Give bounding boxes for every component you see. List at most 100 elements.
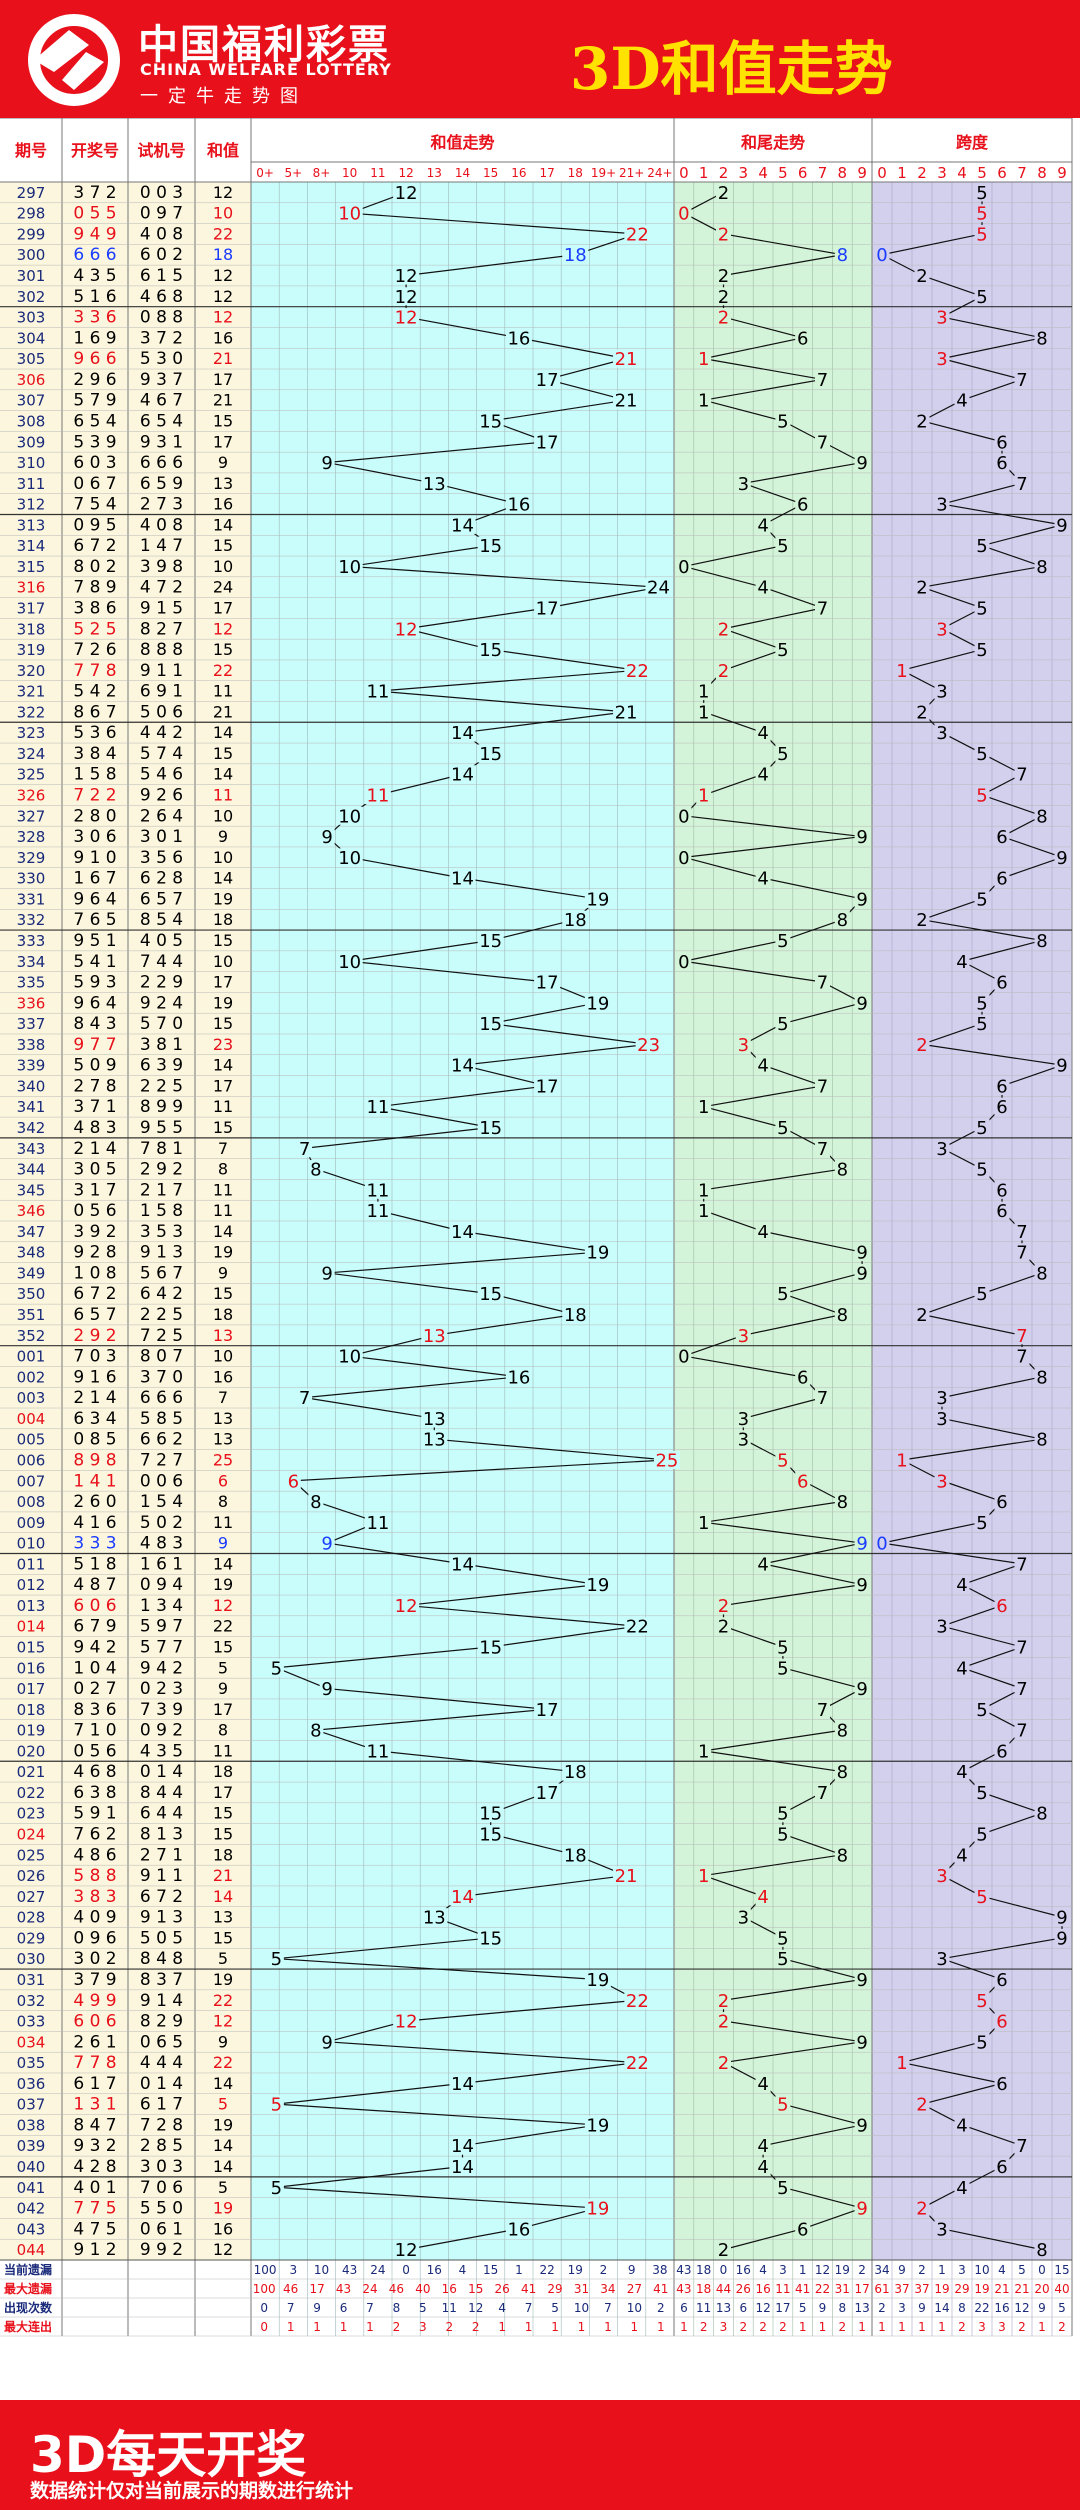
tail-point-bg bbox=[815, 1700, 830, 1719]
tail-point-bg bbox=[696, 1741, 712, 1760]
span-point-bg bbox=[914, 2199, 930, 2218]
trial-cell: 9 1 3 bbox=[140, 1908, 183, 1928]
issue-cell: 023 bbox=[17, 1805, 46, 1823]
draw-cell: 4 8 3 bbox=[73, 1118, 116, 1138]
draw-cell: 2 6 0 bbox=[73, 1492, 116, 1512]
tail-trend-line bbox=[743, 461, 863, 484]
tail-point: 5 bbox=[777, 1014, 788, 1035]
trial-cell: 2 6 4 bbox=[140, 806, 183, 826]
sum-point: 12 bbox=[395, 2240, 418, 2261]
draw-cell: 6 0 3 bbox=[73, 453, 116, 473]
sum-cell: 22 bbox=[213, 1991, 233, 2010]
issue-cell: 012 bbox=[17, 1576, 46, 1594]
trial-cell: 8 8 8 bbox=[140, 640, 183, 660]
span-point-bg bbox=[894, 2053, 910, 2072]
span-trend-line bbox=[921, 919, 1043, 942]
tail-trend-line bbox=[743, 482, 803, 505]
span-point-bg bbox=[1034, 557, 1050, 576]
span-point-bg bbox=[974, 183, 990, 202]
span-point: 6 bbox=[996, 2012, 1007, 2033]
span-point-bg bbox=[1034, 931, 1050, 950]
sum-cell: 15 bbox=[213, 1284, 233, 1303]
tail-point: 5 bbox=[777, 2178, 788, 2199]
sum-point: 10 bbox=[338, 806, 361, 827]
tail-trend-line bbox=[703, 1521, 863, 1544]
sum-bin-label: 14 bbox=[455, 166, 470, 180]
span-point-bg bbox=[1034, 1367, 1050, 1386]
issue-cell: 320 bbox=[17, 662, 46, 680]
sum-trend-line bbox=[327, 461, 435, 484]
sum-point: 14 bbox=[451, 869, 474, 890]
sum-point: 5 bbox=[271, 1949, 282, 1970]
span-point-bg bbox=[934, 1617, 950, 1636]
sum-point: 19 bbox=[586, 1575, 609, 1596]
sum-point-bg bbox=[449, 723, 476, 742]
span-point: 3 bbox=[936, 349, 947, 370]
tail-point-bg bbox=[735, 1326, 751, 1345]
tail-trend-line bbox=[782, 1958, 863, 1981]
tail-point-bg bbox=[775, 931, 791, 950]
sum-point-bg bbox=[505, 2219, 532, 2238]
tail-point-bg bbox=[755, 1056, 771, 1075]
sum-point-bg bbox=[364, 1180, 391, 1199]
sum-cell: 21 bbox=[213, 349, 233, 368]
sum-cell: 15 bbox=[213, 640, 233, 659]
tail-point: 9 bbox=[856, 453, 867, 474]
issue-cell: 313 bbox=[17, 516, 46, 534]
sum-trend-line bbox=[349, 856, 463, 879]
trial-cell: 6 6 6 bbox=[140, 1388, 183, 1408]
sum-cell: 11 bbox=[213, 682, 233, 701]
stats-sum-value: 27 bbox=[627, 2282, 642, 2296]
tail-point: 7 bbox=[817, 1783, 828, 1804]
tail-point-bg bbox=[815, 1783, 830, 1802]
trial-cell: 4 0 8 bbox=[140, 224, 183, 244]
stats-sum-value: 12 bbox=[468, 2301, 483, 2315]
issue-cell: 341 bbox=[17, 1098, 46, 1116]
sum-point-bg bbox=[534, 1700, 561, 1719]
sum-point-bg bbox=[364, 1741, 391, 1760]
span-point-bg bbox=[974, 598, 990, 617]
span-point: 5 bbox=[976, 1825, 987, 1846]
stats-sum-value: 2 bbox=[600, 2263, 608, 2277]
draw-cell: 3 3 3 bbox=[73, 1534, 116, 1554]
tail-point: 8 bbox=[837, 1492, 848, 1513]
stats-tail-value: 13 bbox=[716, 2301, 731, 2315]
span-point-bg bbox=[994, 1492, 1010, 1511]
trial-cell: 6 7 2 bbox=[140, 1887, 183, 1907]
trial-cell: 5 4 6 bbox=[140, 765, 183, 785]
span-point: 5 bbox=[976, 287, 987, 308]
tail-trend-line bbox=[782, 2186, 863, 2209]
trial-cell: 9 3 1 bbox=[140, 432, 183, 452]
sum-point: 16 bbox=[507, 328, 530, 349]
issue-cell: 034 bbox=[17, 2033, 46, 2051]
sum-point: 13 bbox=[423, 1908, 446, 1929]
stats-tail-value: 13 bbox=[854, 2301, 869, 2315]
sum-cell: 14 bbox=[213, 765, 233, 784]
sum-cell: 12 bbox=[213, 266, 233, 285]
tail-trend-line bbox=[723, 233, 843, 256]
tail-trend-line bbox=[782, 919, 843, 942]
sum-cell: 21 bbox=[213, 702, 233, 721]
sum-trend-line bbox=[276, 1937, 491, 1960]
sum-cell: 9 bbox=[218, 2032, 228, 2051]
header-span: 跨度 bbox=[956, 133, 989, 152]
span-point-bg bbox=[934, 723, 950, 742]
sum-cell: 9 bbox=[218, 1679, 228, 1698]
span-trend-line bbox=[921, 586, 983, 609]
draw-cell: 2 6 1 bbox=[73, 2032, 116, 2052]
trial-cell: 4 4 2 bbox=[140, 723, 183, 743]
sum-point: 17 bbox=[536, 1783, 559, 1804]
sum-point: 15 bbox=[479, 1637, 502, 1658]
sum-point-bg bbox=[449, 1887, 476, 1906]
span-point: 7 bbox=[1016, 1243, 1027, 1264]
tail-point: 7 bbox=[817, 1388, 828, 1409]
sum-point-bg bbox=[477, 1804, 504, 1823]
stats-tail-value: 11 bbox=[696, 2301, 711, 2315]
span-trend-line bbox=[921, 1313, 1023, 1336]
stats-tail-value: 12 bbox=[755, 2301, 770, 2315]
span-point-bg bbox=[934, 1949, 950, 1968]
span-point: 6 bbox=[996, 1596, 1007, 1617]
trial-cell: 8 5 4 bbox=[140, 910, 183, 930]
sum-cell: 16 bbox=[213, 1367, 233, 1386]
span-point-bg bbox=[974, 204, 990, 223]
